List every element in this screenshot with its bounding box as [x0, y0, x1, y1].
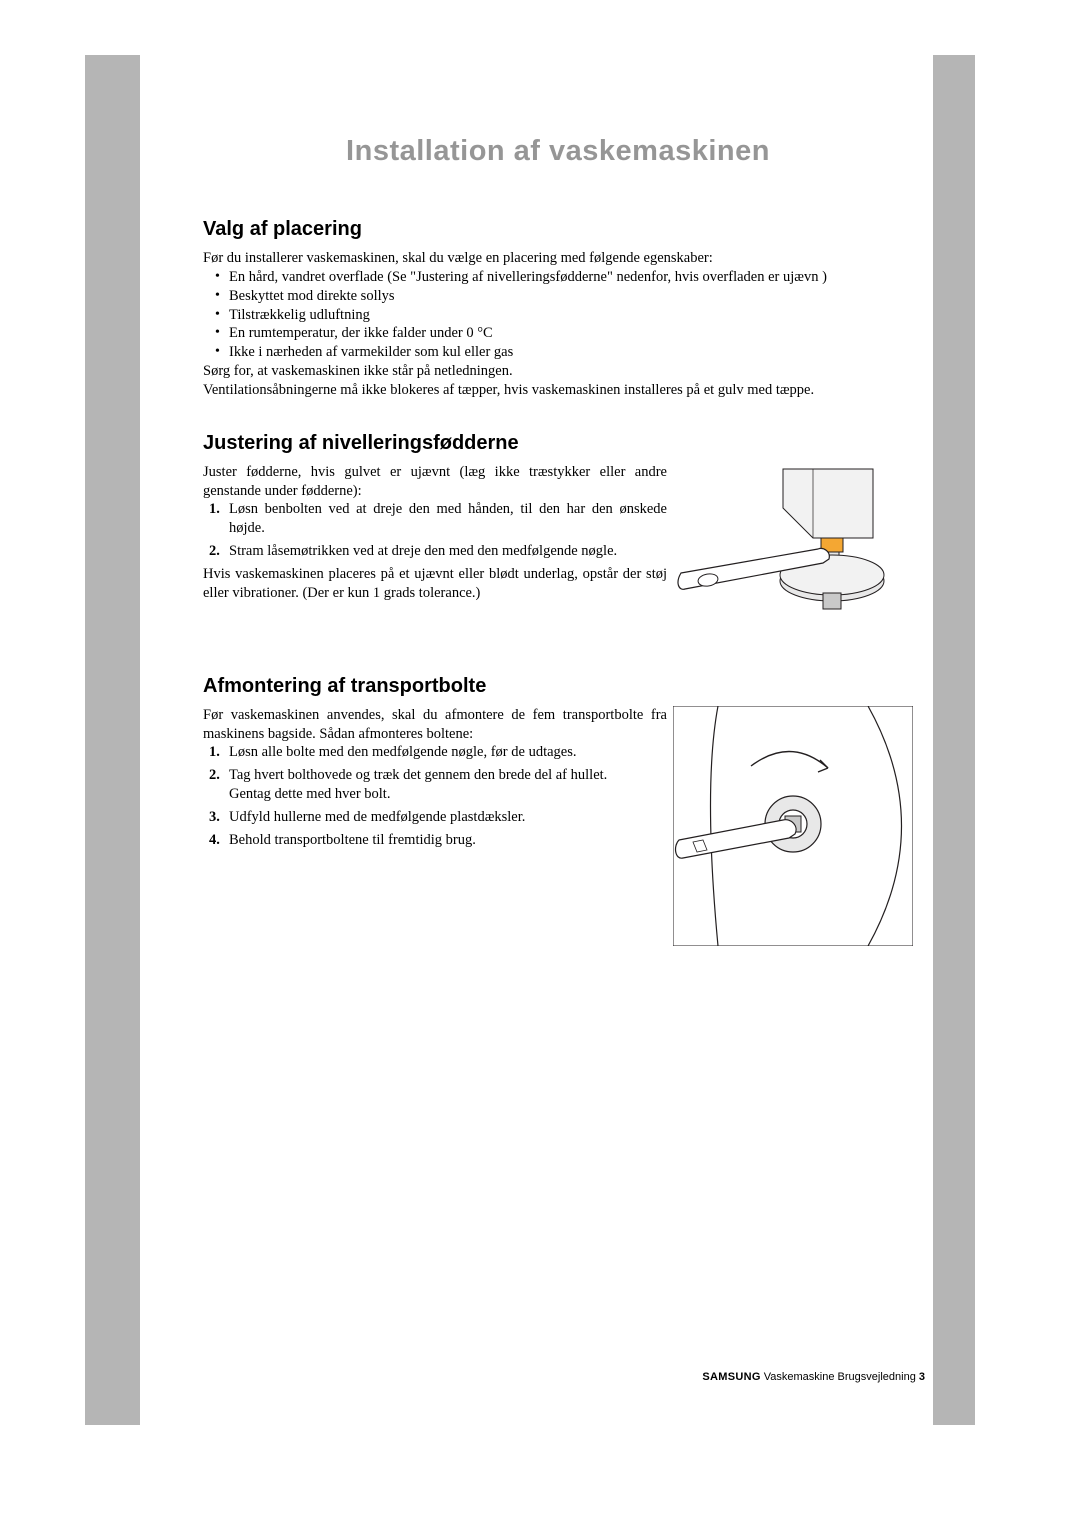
step-item: 1.Løsn alle bolte med den medfølgende nø…	[229, 743, 667, 762]
ordered-list: 1. Løsn benbolten ved at dreje den med hå…	[203, 500, 667, 561]
section-heading: Afmontering af transportbolte	[203, 675, 913, 698]
bullet-item: En hård, vandret overflade (Se "Justerin…	[229, 268, 913, 287]
step-item: 2.Tag hvert bolthovede og træk det genne…	[229, 766, 667, 804]
section-transport-bolts: Afmontering af transportbolte Før vaskem…	[203, 675, 913, 946]
step-text: Behold transportboltene til fremtidig br…	[229, 832, 476, 848]
step-item: 4.Behold transportboltene til fremtidig …	[229, 831, 667, 850]
transport-bolt-illustration	[673, 706, 913, 946]
intro-text: Før vaskemaskinen anvendes, skal du afmo…	[203, 706, 667, 744]
step-text: Løsn alle bolte med den medfølgende nøgl…	[229, 744, 577, 760]
page-frame: Installation af vaskemaskinen Valg af pl…	[85, 55, 975, 1425]
step-number: 4.	[209, 831, 220, 850]
step-text: Udfyld hullerne med de medfølgende plast…	[229, 809, 525, 825]
bullet-item: Tilstrækkelig udluftning	[229, 306, 913, 325]
sidebar-right	[933, 55, 975, 1425]
step-number: 2.	[209, 766, 220, 785]
sidebar-left	[85, 55, 140, 1425]
step-extra: Gentag dette med hver bolt.	[229, 786, 390, 802]
figure-leveling-foot	[673, 463, 913, 643]
bullet-item: Ikke i nærheden af varmekilder som kul e…	[229, 343, 913, 362]
text-column: Juster fødderne, hvis gulvet er ujævnt (…	[203, 463, 667, 643]
page-footer: SAMSUNG Vaskemaskine Brugsvejledning 3	[702, 1371, 925, 1383]
bullet-item: En rumtemperatur, der ikke falder under …	[229, 324, 913, 343]
ordered-list: 1. Løsn alle bolte med den medfølgende nø…	[203, 743, 667, 849]
section-heading: Justering af nivelleringsfødderne	[203, 432, 913, 455]
step-text: Løsn benbolten ved at dreje den med hånd…	[229, 501, 667, 536]
step-number: 2.	[209, 542, 220, 561]
section-heading: Valg af placering	[203, 218, 913, 241]
step-number: 3.	[209, 808, 220, 827]
step-number: 1.	[209, 743, 220, 762]
figure-transport-bolt	[673, 706, 913, 946]
two-column: Før vaskemaskinen anvendes, skal du afmo…	[203, 706, 913, 946]
step-text: Tag hvert bolthovede og træk det gennem …	[229, 767, 607, 783]
step-item: 2.Stram låsemøtrikken ved at dreje den m…	[229, 542, 667, 561]
footer-brand: SAMSUNG	[702, 1371, 760, 1383]
bullet-list: En hård, vandret overflade (Se "Justerin…	[203, 268, 913, 362]
page-number: 3	[919, 1371, 925, 1383]
step-number: 1.	[209, 500, 220, 519]
page-title: Installation af vaskemaskinen	[203, 135, 913, 168]
outro-text: Hvis vaskemaskinen placeres på et ujævnt…	[203, 565, 667, 603]
intro-text: Før du installerer vaskemaskinen, skal d…	[203, 249, 913, 268]
text-column: Før vaskemaskinen anvendes, skal du afmo…	[203, 706, 667, 946]
two-column: Juster fødderne, hvis gulvet er ujævnt (…	[203, 463, 913, 643]
intro-text: Juster fødderne, hvis gulvet er ujævnt (…	[203, 463, 667, 501]
page-content: Installation af vaskemaskinen Valg af pl…	[203, 135, 913, 978]
outro-text: Ventilationsåbningerne må ikke blokeres …	[203, 381, 913, 400]
leveling-foot-illustration	[673, 463, 913, 643]
step-item: 1.Løsn benbolten ved at dreje den med hå…	[229, 500, 667, 538]
step-item: 3.Udfyld hullerne med de medfølgende pla…	[229, 808, 667, 827]
section-placement: Valg af placering Før du installerer vas…	[203, 218, 913, 400]
bullet-item: Beskyttet mod direkte sollys	[229, 287, 913, 306]
outro-text: Sørg for, at vaskemaskinen ikke står på …	[203, 362, 913, 381]
footer-text: Vaskemaskine Brugsvejledning	[764, 1371, 916, 1383]
section-leveling: Justering af nivelleringsfødderne Juster…	[203, 432, 913, 643]
step-text: Stram låsemøtrikken ved at dreje den med…	[229, 543, 617, 559]
